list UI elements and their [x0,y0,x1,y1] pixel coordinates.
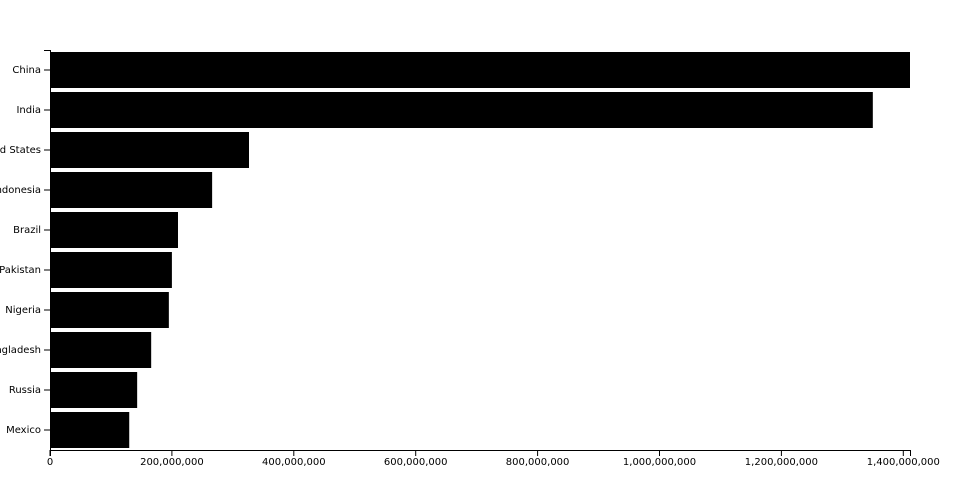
bar [50,332,152,368]
bar [50,132,250,168]
bar [50,372,138,408]
bar [50,92,873,128]
x-tick-label: 200,000,000 [140,457,204,468]
bar [50,212,178,248]
bar [50,252,172,288]
y-tick-label: Indonesia [0,185,41,196]
x-tick-label: 1,000,000,000 [623,457,696,468]
y-tick-label: United States [0,145,41,156]
y-tick-label: Russia [9,385,41,396]
bar [50,172,213,208]
bar [50,52,910,88]
x-tick-label: 1,200,000,000 [745,457,818,468]
x-tick-label: 400,000,000 [262,457,326,468]
y-tick-label: Bangladesh [0,345,41,356]
x-tick-label: 600,000,000 [384,457,448,468]
bar [50,412,130,448]
y-tick-label: India [16,105,41,116]
bar [50,292,169,328]
x-tick-label: 800,000,000 [506,457,570,468]
x-tick-label: 0 [47,457,53,468]
y-tick-label: Pakistan [0,265,41,276]
y-tick-label: Mexico [6,425,41,436]
y-tick-label: China [12,65,41,76]
y-tick-label: Brazil [13,225,41,236]
y-tick-label: Nigeria [5,305,41,316]
x-tick-label: 1,400,000,000 [867,457,940,468]
